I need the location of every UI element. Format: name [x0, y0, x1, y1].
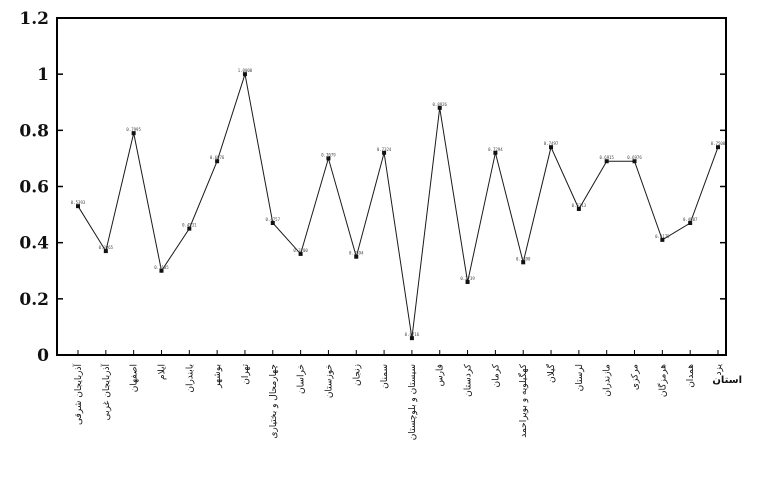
plot-frame	[56, 17, 727, 356]
x-tick-label: هرمزگان	[656, 364, 668, 397]
data-point	[159, 268, 164, 273]
data-label: 0.3700	[293, 248, 308, 253]
data-label: 0.3594	[349, 251, 364, 256]
y-tick-label: 0.6	[19, 178, 49, 198]
series-line-group	[77, 74, 719, 339]
data-point	[437, 105, 442, 110]
y-tick-label: 1	[37, 65, 49, 85]
data-point	[521, 260, 526, 265]
data-label: 0.2739	[460, 276, 475, 281]
data-label: 0.7500	[711, 141, 726, 146]
data-point	[409, 336, 414, 341]
data-label: 0.4531	[182, 223, 197, 228]
data-point	[660, 237, 665, 242]
y-tick-label: 0.4	[19, 234, 49, 254]
x-tick-label: تهران	[241, 364, 251, 385]
data-point	[326, 156, 331, 161]
x-tick-label: لرستان	[575, 364, 585, 391]
data-label: 1.0000	[238, 68, 253, 73]
y-tick-label: 0.2	[19, 290, 49, 310]
data-label: 0.7324	[377, 147, 392, 152]
x-tick-label: مرکزی	[631, 364, 641, 390]
data-label: 0.6976	[627, 155, 642, 160]
data-point	[242, 72, 247, 77]
data-point	[270, 221, 275, 226]
x-tick-label: آذربایجان شرقی	[72, 364, 84, 425]
data-point	[215, 159, 220, 164]
data-point	[688, 221, 693, 226]
data-point	[187, 226, 192, 231]
data-point	[354, 254, 359, 259]
data-label: 0.7079	[321, 152, 336, 157]
x-tick-label: یزد	[714, 364, 724, 376]
y-tick-label: 0	[37, 346, 49, 366]
x-tick-label: سیستان و بلوچستان	[408, 364, 418, 440]
data-label: 0.6915	[599, 155, 614, 160]
y-tick-label: 1.2	[19, 9, 49, 29]
data-label: 0.4807	[683, 217, 698, 222]
x-tick-label: سمنان	[380, 364, 390, 389]
data-point	[298, 251, 303, 256]
x-tick-label: خوزستان	[324, 364, 334, 398]
y-tick-label: 0.8	[19, 121, 49, 141]
data-point	[632, 159, 637, 164]
data-label: 0.0716	[405, 332, 420, 337]
data-point	[493, 150, 498, 155]
x-tick-label: ایلام	[157, 364, 167, 380]
x-tick-label: اصفهان	[130, 364, 140, 392]
x-tick-label: گیلان	[545, 363, 557, 383]
data-label: 0.4757	[266, 217, 281, 222]
data-point-group	[76, 72, 720, 341]
data-label: 0.7294	[488, 147, 503, 152]
x-tick-label: چهارمحال و بختیاری	[269, 364, 279, 439]
x-tick-label: همدان	[686, 364, 696, 388]
x-tick-label: خراسان	[297, 364, 307, 394]
data-label: 0.6976	[210, 155, 225, 160]
data-label: 0.3105	[154, 265, 169, 270]
data-point	[76, 204, 80, 209]
data-label: 0.4175	[655, 234, 670, 239]
data-point	[549, 145, 554, 150]
data-point	[382, 150, 387, 155]
x-tick-label: کرمان	[491, 363, 501, 387]
x-tick-label: مازندران	[603, 364, 613, 397]
data-label-group: 0.5393 0.3865 0.7995 0.3105 0.4531 0.6976 1.00…	[71, 68, 726, 337]
data-label: 0.5393	[71, 200, 86, 205]
series-line	[77, 74, 719, 339]
axes	[56, 17, 727, 356]
data-point	[716, 145, 720, 150]
x-axis-ticks: آذربایجان شرقی آذربایجان غربی اصفهان ایلام ب…	[72, 350, 724, 440]
data-label: 0.7497	[544, 141, 559, 146]
x-tick-label: فارس	[436, 364, 446, 386]
x-tick-label: آذربایجان غربی	[100, 364, 112, 421]
data-point	[604, 159, 609, 164]
x-tick-label: بابندران	[185, 364, 195, 393]
data-label: 0.7995	[126, 127, 141, 132]
data-label: 0.3390	[516, 256, 531, 261]
data-point	[103, 249, 108, 254]
x-axis-title: استان	[712, 375, 742, 386]
data-label: 0.5213	[572, 203, 587, 208]
data-point	[131, 131, 136, 136]
x-tick-label: کردستان	[464, 363, 474, 397]
x-tick-label: زنجان	[352, 364, 362, 386]
x-tick-label: بوشهر	[213, 364, 223, 389]
y-axis-ticks: 0 0.2 0.4 0.6 0.8 1 1.2	[19, 9, 726, 366]
data-label: 0.8926	[433, 102, 448, 107]
data-point	[465, 279, 470, 284]
data-point	[576, 206, 581, 211]
x-tick-label: کهگیلویه و بویراحمد	[517, 363, 529, 437]
data-label: 0.3865	[99, 245, 114, 250]
